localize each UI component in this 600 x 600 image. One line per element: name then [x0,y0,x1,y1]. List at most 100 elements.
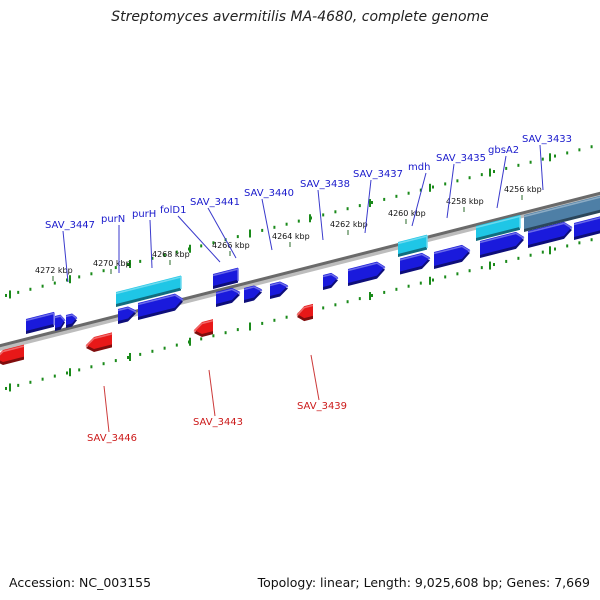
forward-label-leader [62,230,69,283]
gene-body [116,275,181,304]
gene-forward [573,216,600,240]
gene-highlight [215,288,241,295]
gene-forward [322,272,339,290]
gene-highlight [523,196,600,218]
gene-reverse [85,332,113,352]
forward-gene-label: SAV_3441 [190,197,240,208]
forward-label-leader [446,163,455,219]
forward-label-leader [411,172,427,227]
gene-forward [137,293,184,320]
ruler-label: 4264 kbp [272,232,310,241]
reverse-label-leader [103,385,110,433]
gene-highlight [433,245,471,255]
ruler-label: 4270 kbp [93,259,131,268]
reverse-label-leader [310,354,320,401]
gene-body [524,195,600,229]
reverse-label-leader [208,369,216,417]
forward-gene-label: mdh [408,162,430,173]
gene-highlight [475,215,521,229]
gene-highlight [85,333,113,348]
gene-body [213,267,238,286]
gene-forward [212,267,239,289]
forward-gene-label: gbsA2 [488,145,519,156]
gene-highlight [0,345,25,356]
accession-text: Accession: NC_003155 [9,575,152,590]
forward-gene-label: purH [132,209,156,220]
gene-highlight [117,307,137,313]
forward-gene-label: SAV_3435 [436,153,486,164]
gene-rna [115,275,182,307]
gene-body [476,214,520,238]
gene-forward [243,285,263,303]
ruler-label: 4266 kbp [212,241,250,250]
ruler-label: 4272 kbp [35,266,73,275]
gene-reverse [193,319,214,337]
gene-highlight [115,276,182,295]
forward-label-leader [496,155,507,209]
gene-highlight [65,314,78,320]
gene-body [480,231,524,255]
forward-label-leader [364,179,372,234]
forward-ruler [5,145,593,299]
gene-rna [475,214,521,241]
gene-highlight [54,315,66,322]
forward-gene-label: folD1 [160,205,186,216]
gene-highlight [573,217,600,226]
gene-forward [433,244,471,269]
forward-label-leader [539,144,544,191]
gene-forward [527,221,573,248]
gene-forward [65,313,78,328]
reverse-gene-label: SAV_3446 [87,433,137,444]
gene-reverse [296,303,314,322]
ruler-label: 4256 kbp [504,185,542,194]
gene-forward [215,287,241,307]
gene-forward [54,314,66,331]
gene-body [574,216,600,237]
reverse-gene-label: SAV_3443 [193,417,243,428]
forward-label-leader [149,219,153,269]
map-title: Streptomyces avermitilis MA-4680, comple… [111,9,489,25]
gene-highlight [527,222,573,234]
gene-body [0,344,24,362]
forward-gene-label: SAV_3440 [244,188,294,199]
forward-gene-label: SAV_3437 [353,169,403,180]
gene-body [194,319,213,334]
gene-highlight [193,319,214,333]
forward-gene-label: SAV_3438 [300,179,350,190]
gene-forward [269,281,289,299]
genome-backbone [0,191,600,348]
gene-highlight [479,232,525,244]
gene-body [138,293,183,317]
ruler-label: 4258 kbp [446,197,484,206]
forward-gene-label: SAV_3447 [45,220,95,231]
gene-forward [479,231,525,258]
forward-label-leader [207,207,237,259]
forward-label-leader [317,189,324,241]
gene-highlight [296,304,314,317]
forward-gene-label: SAV_3433 [522,134,572,145]
gene-highlight [137,294,184,306]
gene-highlight [25,312,55,326]
gene-reverse [0,344,25,365]
genome-summary-text: Topology: linear; Length: 9,025,608 bp; … [257,575,590,590]
reverse-gene-label: SAV_3439 [297,401,347,412]
gene-highlight [397,235,428,249]
gene-highlight [243,286,263,292]
gene-highlight [269,282,289,288]
forward-label-leader [177,215,221,263]
ruler-label: 4262 kbp [330,220,368,229]
gene-forward [117,306,137,324]
gene-highlight [322,273,339,280]
gene-forward [399,252,431,275]
gene-highlight [212,268,239,282]
gene-highlight [399,253,431,261]
gene-forward [25,311,55,334]
ruler-label: 4260 kbp [388,209,426,218]
gene-highlight [347,262,386,272]
gene-body [86,332,112,349]
gene-rna [397,234,428,257]
gene-body [528,221,572,245]
ruler-label: 4268 kbp [152,250,190,259]
gene-body [434,244,470,266]
